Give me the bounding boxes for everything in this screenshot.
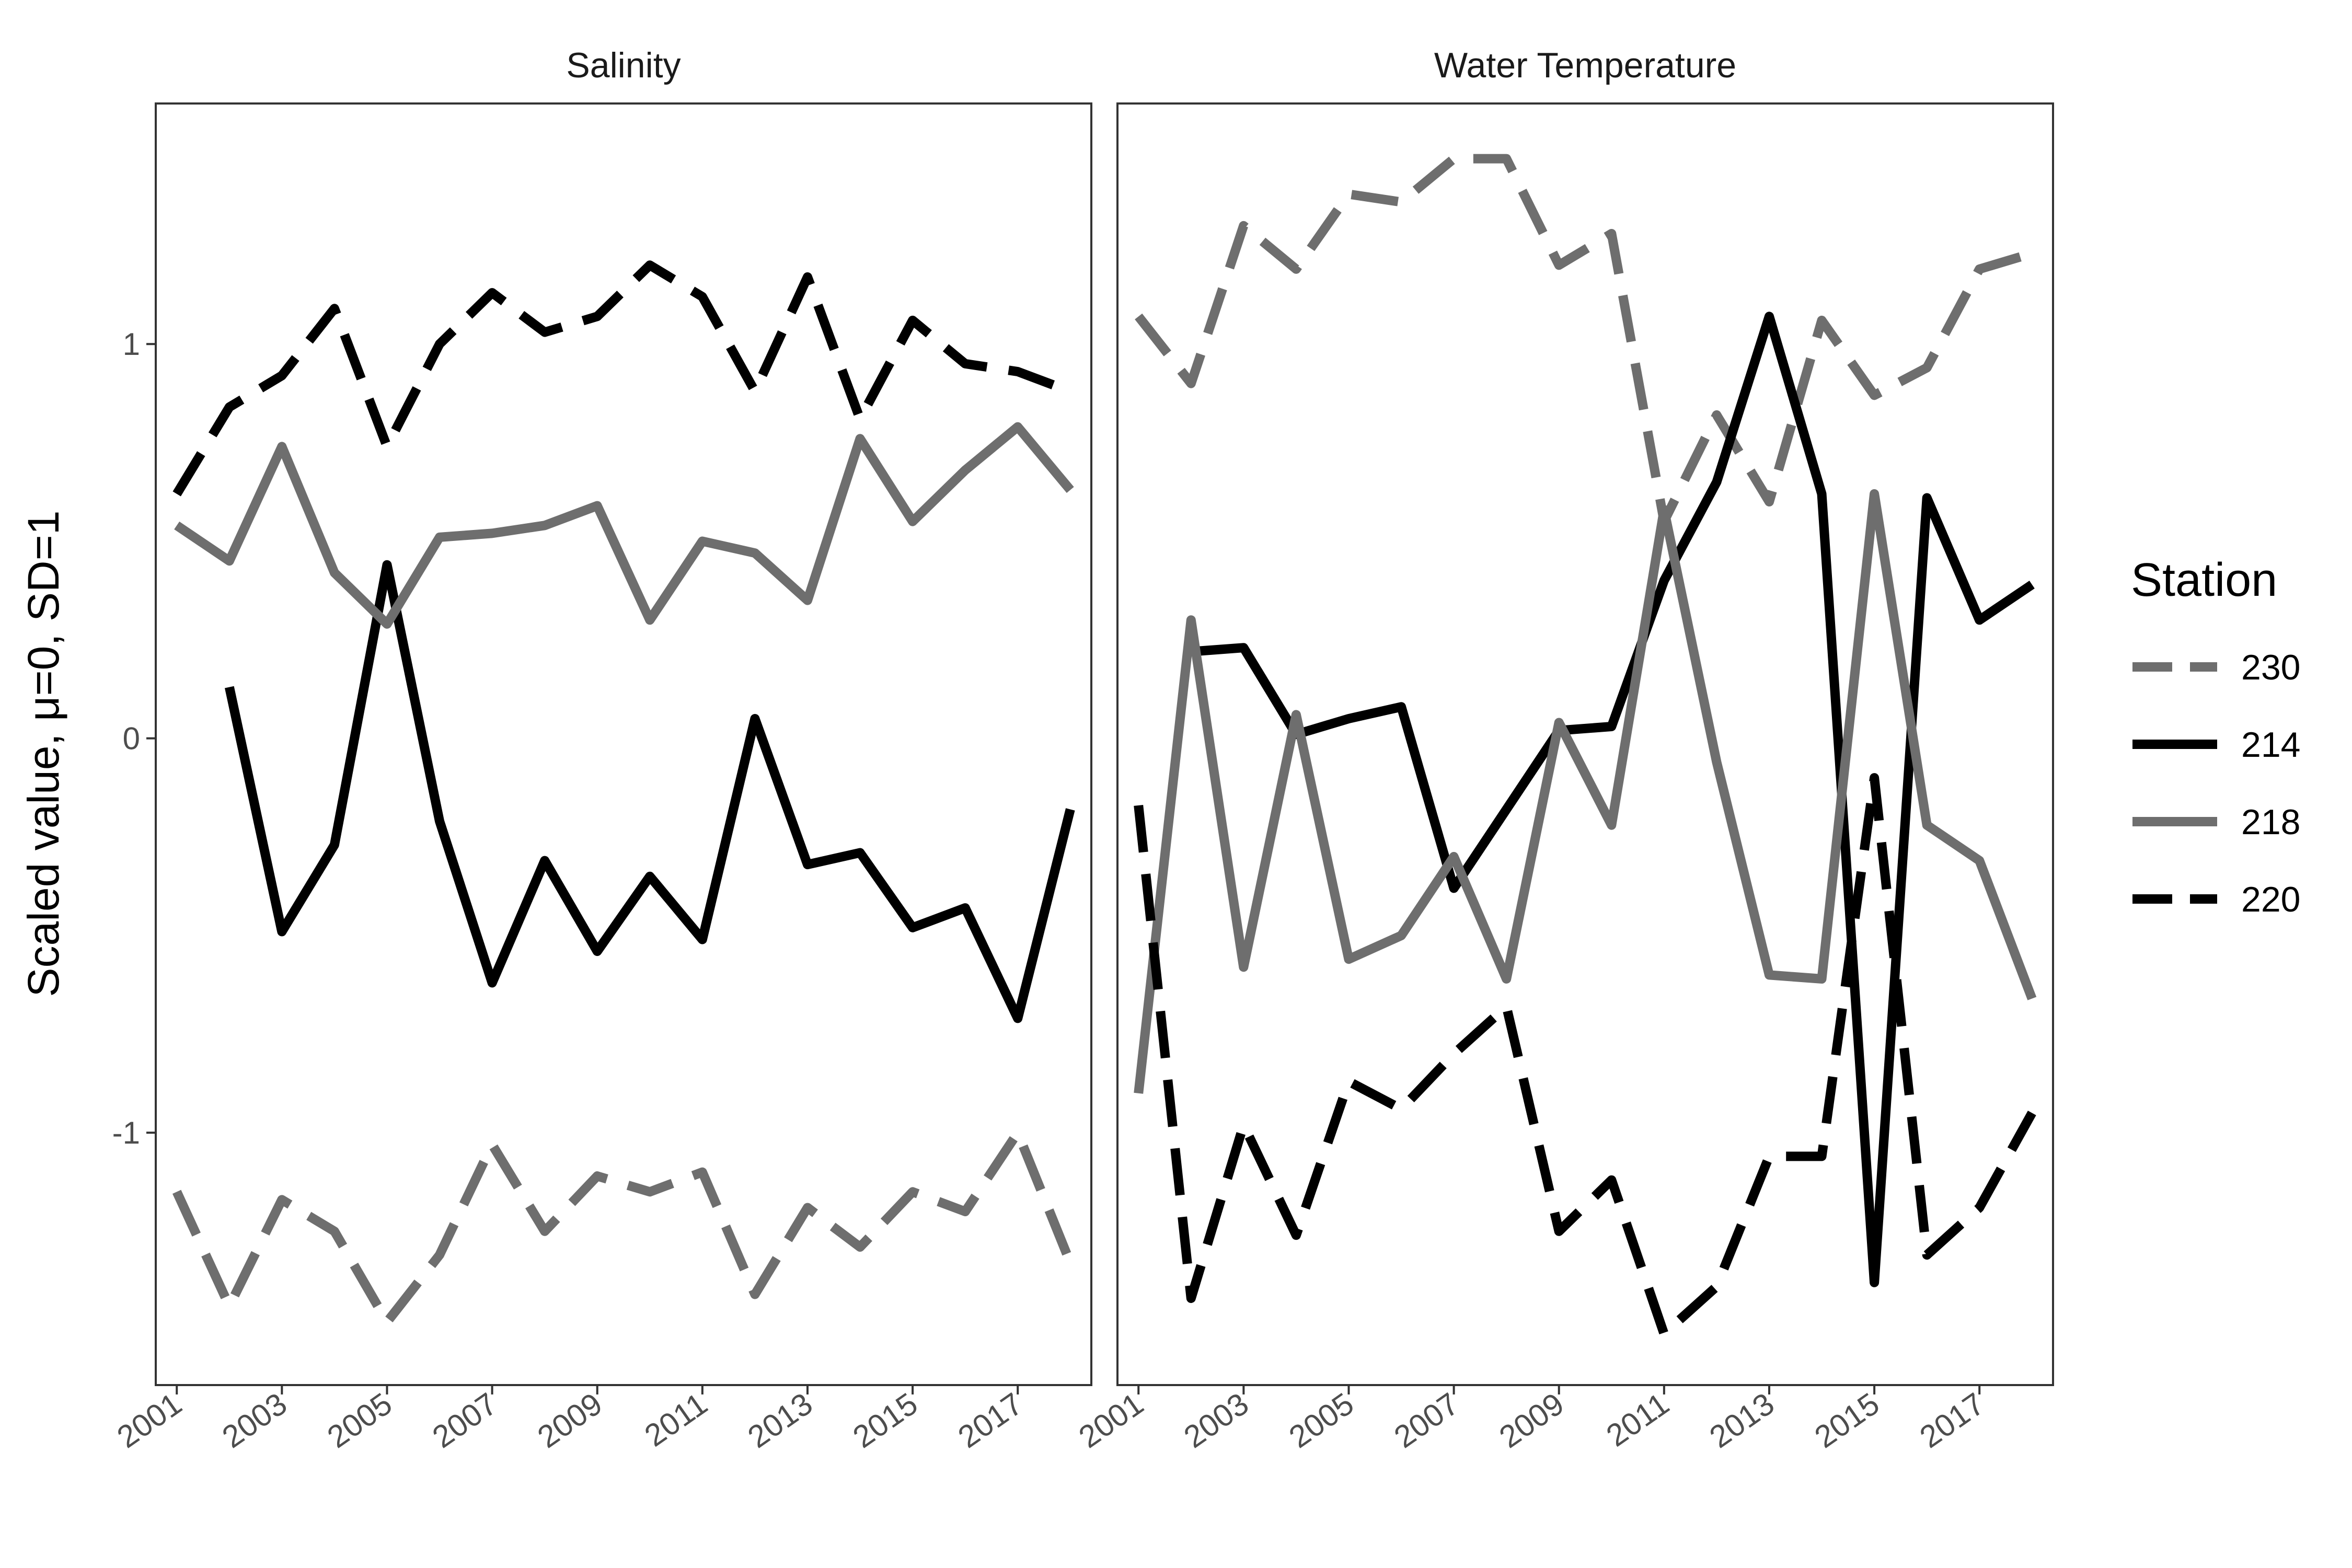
y-axis-title: Scaled value, μ=0, SD=1	[19, 511, 68, 997]
x-tick-label: 2009	[1493, 1386, 1570, 1455]
x-tick-label: 2009	[531, 1386, 608, 1455]
legend-label: 230	[2241, 648, 2300, 687]
legend-item-230: 230	[2132, 648, 2300, 687]
series-group	[1134, 154, 2037, 1339]
series-line-218	[1134, 489, 2037, 1094]
x-tick-label: 2015	[1808, 1386, 1886, 1455]
x-tick-label: 2001	[1073, 1386, 1150, 1455]
series-line-214	[1191, 312, 2035, 1287]
legend-title: Station	[2131, 554, 2277, 606]
x-tick-label: 2013	[1703, 1386, 1781, 1455]
legend-item-218: 218	[2132, 802, 2300, 842]
x-tick-label: 2017	[1913, 1386, 1991, 1455]
legend-label: 218	[2241, 802, 2300, 842]
x-tick-label: 2013	[742, 1386, 819, 1455]
series-line-214	[225, 560, 1075, 1023]
panel-title: Water Temperature	[1434, 45, 1736, 85]
x-tick-label: 2017	[952, 1386, 1029, 1455]
x-tick-label: 2001	[111, 1386, 188, 1455]
series-line-220	[1134, 773, 2036, 1339]
panels: Salinity 2001 2003 2005 2007 2009 2011 2013 2015…	[111, 45, 2054, 1455]
panel-1: Salinity 2001 2003 2005 2007 2009 2011 2013 2015…	[111, 45, 1092, 1455]
x-tick-label: 2003	[216, 1386, 293, 1455]
y-tick-label: 1	[123, 327, 140, 362]
y-tick-label: 0	[123, 721, 140, 756]
x-tick-label: 2015	[847, 1386, 924, 1455]
y-tick-label: -1	[112, 1115, 140, 1150]
legend: Station 230 214 218 220	[2131, 554, 2300, 919]
panel-title: Salinity	[566, 45, 681, 85]
x-tick-label: 2003	[1178, 1386, 1255, 1455]
panel-2: Water Temperature 2001 2003 2005 2007 2009 201…	[1073, 45, 2054, 1455]
legend-label: 220	[2241, 880, 2300, 919]
legend-item-220: 220	[2132, 880, 2300, 919]
x-tick-label: 2005	[1283, 1386, 1360, 1455]
x-tick-label: 2011	[1600, 1386, 1675, 1454]
x-tick-label: 2007	[426, 1386, 503, 1455]
panel-border	[155, 102, 1092, 1386]
series-group	[172, 260, 1075, 1327]
series-line-230	[1135, 154, 2034, 526]
series-line-230	[172, 1128, 1075, 1327]
legend-items: 230 214 218 220	[2132, 648, 2300, 919]
legend-label: 214	[2241, 725, 2300, 765]
x-tick-label: 2007	[1388, 1386, 1465, 1455]
series-line-220	[172, 260, 1072, 497]
series-line-218	[174, 422, 1074, 629]
x-tick-label: 2011	[638, 1386, 713, 1454]
legend-item-214: 214	[2132, 725, 2300, 765]
x-tick-label: 2005	[321, 1386, 398, 1455]
panel-border	[1116, 102, 2054, 1386]
